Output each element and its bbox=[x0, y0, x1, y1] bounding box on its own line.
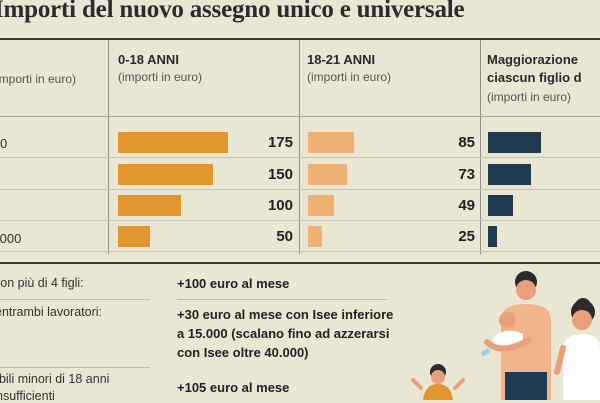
extra-amount-working-parents-line3: con Isee oltre 40.000) bbox=[177, 345, 309, 360]
column-title-18-21: 18-21 ANNI bbox=[307, 52, 376, 67]
extra-amount-families: +100 euro al mese bbox=[177, 276, 290, 291]
row-label: .000 bbox=[0, 231, 22, 246]
column-unit-0-18: (importi in euro) bbox=[118, 70, 203, 84]
bar-0-18 bbox=[118, 226, 150, 247]
value-label-0-18: 50 bbox=[276, 228, 293, 245]
bar-maggiorazione bbox=[488, 226, 497, 247]
title-rule bbox=[0, 38, 600, 40]
bar-0-18 bbox=[118, 195, 181, 216]
extra-label-families: con più di 4 figli: bbox=[0, 276, 84, 290]
bar-0-18 bbox=[118, 132, 229, 153]
extra-divider bbox=[0, 299, 150, 300]
row-divider bbox=[0, 220, 600, 221]
bar-maggiorazione bbox=[488, 132, 541, 153]
header-rule bbox=[0, 116, 600, 117]
bar-18-21 bbox=[308, 164, 348, 185]
family-illustration bbox=[411, 271, 600, 400]
section-rule bbox=[0, 262, 600, 264]
value-label-0-18: 150 bbox=[267, 166, 293, 183]
bar-18-21 bbox=[308, 226, 322, 247]
value-label-0-18: 100 bbox=[267, 197, 293, 214]
first-column-unit: (importi in euro) bbox=[0, 72, 77, 86]
value-label-18-21: 25 bbox=[458, 228, 475, 245]
row-divider bbox=[0, 189, 600, 190]
column-title-0-18: 0-18 ANNI bbox=[118, 52, 179, 67]
column-divider bbox=[480, 40, 481, 254]
column-divider bbox=[299, 40, 300, 254]
row-label: 0 bbox=[0, 136, 8, 151]
column-divider bbox=[108, 40, 109, 254]
value-label-0-18: 175 bbox=[267, 134, 293, 151]
column-unit-maggiorazione: (importi in euro) bbox=[487, 90, 572, 104]
extra-amount-working-parents-line2: a 15.000 (scalano fino ad azzerarsi bbox=[177, 326, 390, 341]
column-title-maggiorazione: Maggiorazione bbox=[487, 52, 579, 67]
extra-amount-disabled: +105 euro al mese bbox=[177, 380, 290, 395]
column-unit-18-21: (importi in euro) bbox=[307, 70, 392, 84]
extra-label-disabled-line2: nsufficienti bbox=[0, 389, 55, 403]
bar-18-21 bbox=[308, 195, 335, 216]
chart-title: Importi del nuovo assegno unico e univer… bbox=[0, 0, 465, 23]
extra-amount-working-parents-line1: +30 euro al mese con Isee inferiore bbox=[177, 307, 394, 322]
extra-label-disabled-line1: abili minori di 18 anni bbox=[0, 372, 110, 386]
bar-maggiorazione bbox=[488, 164, 532, 185]
row-divider bbox=[0, 157, 600, 158]
value-label-18-21: 73 bbox=[458, 166, 475, 183]
bar-maggiorazione bbox=[488, 195, 514, 216]
extra-divider bbox=[0, 367, 150, 368]
bar-18-21 bbox=[308, 132, 354, 153]
row-divider bbox=[0, 251, 600, 252]
value-label-18-21: 85 bbox=[458, 134, 475, 151]
extra-label-working-parents: entrambi lavoratori: bbox=[0, 305, 102, 319]
value-label-18-21: 49 bbox=[458, 197, 475, 214]
column-title-maggiorazione-line2: ciascun figlio d bbox=[487, 70, 582, 85]
bar-0-18 bbox=[118, 164, 213, 185]
extra-divider bbox=[177, 299, 387, 300]
